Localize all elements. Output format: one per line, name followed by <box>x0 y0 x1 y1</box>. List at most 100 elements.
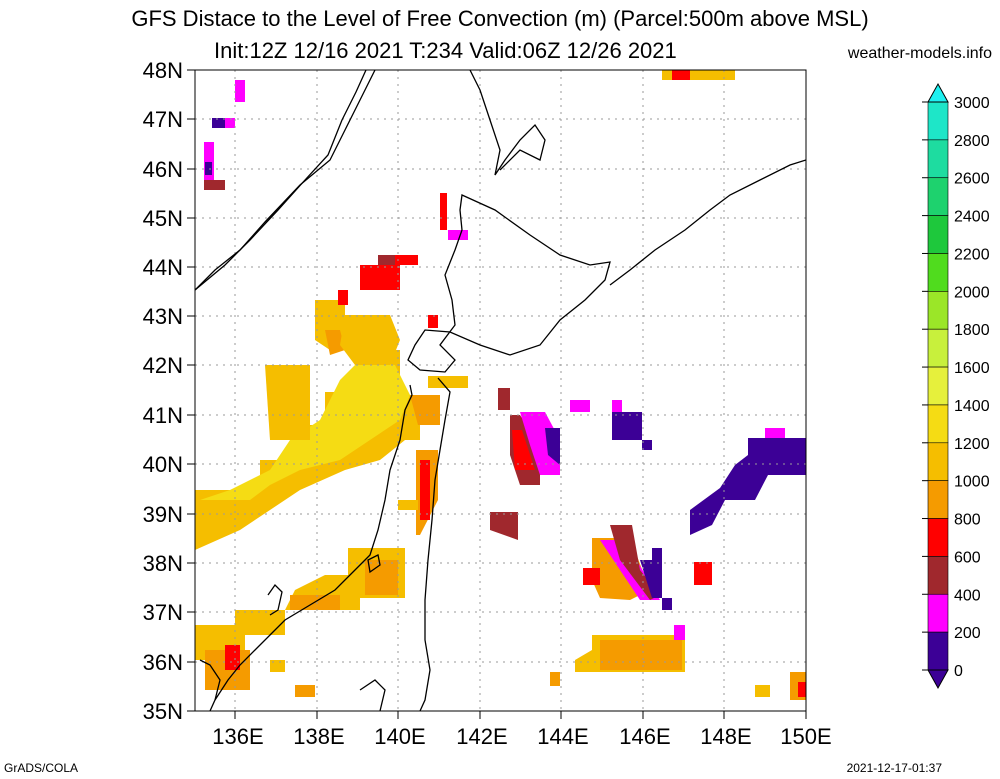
colorbar-label: 1800 <box>954 322 990 339</box>
field-layer <box>195 70 806 700</box>
lat-label: 45N <box>143 206 183 231</box>
plot-frame <box>194 69 807 712</box>
field-region <box>410 395 440 425</box>
coastline-hokkaido <box>407 194 611 373</box>
lat-label: 39N <box>143 502 183 527</box>
colorbar-segment <box>927 631 949 671</box>
lon-label: 146E <box>619 724 670 749</box>
field-region <box>672 70 690 80</box>
field-region <box>694 562 712 585</box>
lat-label: 46N <box>143 157 183 182</box>
coastline-noto <box>267 583 283 616</box>
field-region <box>662 598 672 610</box>
colorbar-segment <box>927 139 949 179</box>
colorbar-bottom-arrow <box>927 669 949 690</box>
field-region <box>265 365 310 440</box>
field-region <box>398 500 418 510</box>
lat-label: 43N <box>143 304 183 329</box>
lon-label: 150E <box>780 724 831 749</box>
chart-subtitle: Init:12Z 12/16 2021 T:234 Valid:06Z 12/2… <box>214 38 677 63</box>
coastline-korea <box>199 659 221 701</box>
colorbar-label: 1200 <box>954 436 990 453</box>
coastline-sakhalin <box>469 70 546 176</box>
lat-label: 44N <box>143 255 183 280</box>
field-region <box>612 412 642 440</box>
field-region <box>652 548 662 562</box>
lon-label: 140E <box>374 724 425 749</box>
colorbar-label: 2000 <box>954 284 990 301</box>
colorbar-label: 800 <box>954 512 981 529</box>
grid-lines <box>195 70 806 711</box>
field-region <box>690 438 806 535</box>
site-credit: weather-models.info <box>847 45 992 62</box>
field-region <box>235 80 245 102</box>
lat-label: 41N <box>143 403 183 428</box>
colorbar-segment <box>927 328 949 368</box>
colorbar-label: 2800 <box>954 133 990 150</box>
field-region <box>225 118 235 128</box>
field-region <box>205 162 212 175</box>
colorbar-segment <box>927 404 949 444</box>
lat-label: 40N <box>143 452 183 477</box>
coastline-kurils <box>609 159 806 286</box>
colorbar-label: 200 <box>954 625 981 642</box>
lat-labels: 48N 47N 46N 45N 44N 43N 42N 41N 40N 39N … <box>143 58 183 724</box>
colorbar-label: 3000 <box>954 95 990 112</box>
footer-timestamp: 2021-12-17-01:37 <box>846 761 942 775</box>
field-region <box>612 400 622 412</box>
field-region <box>420 460 430 520</box>
colorbar-segment <box>927 177 949 216</box>
field-region <box>204 180 225 190</box>
field-region <box>235 610 285 635</box>
colorbar-segment <box>927 480 949 519</box>
field-region <box>600 640 682 670</box>
chart-title: GFS Distace to the Level of Free Convect… <box>131 6 869 31</box>
lon-label: 148E <box>700 724 751 749</box>
field-region <box>365 560 398 595</box>
field-region <box>674 625 685 640</box>
field-region <box>395 255 418 265</box>
colorbar-segment <box>927 518 949 557</box>
lat-label: 38N <box>143 551 183 576</box>
colorbar-segment <box>927 442 949 481</box>
lon-label: 136E <box>212 724 263 749</box>
lat-label: 42N <box>143 353 183 378</box>
field-region <box>550 672 560 686</box>
colorbar-label: 400 <box>954 587 981 604</box>
field-region <box>640 560 662 598</box>
colorbar-label: 2600 <box>954 171 990 188</box>
field-region <box>490 512 518 540</box>
colorbar-label: 1000 <box>954 474 990 491</box>
colorbar-segment <box>927 291 949 330</box>
lon-labels: 136E 138E 140E 142E 144E 146E 148E 150E <box>212 724 831 749</box>
field-region <box>295 685 315 697</box>
colorbar-segment <box>927 556 949 595</box>
field-region <box>512 430 535 470</box>
axis-ticks <box>187 69 807 719</box>
field-region <box>498 388 510 410</box>
colorbar-label: 2200 <box>954 246 990 263</box>
field-region <box>428 376 468 388</box>
colorbar-segment <box>927 215 949 254</box>
footer-credit: GrADS/COLA <box>4 761 79 775</box>
field-region <box>765 428 785 438</box>
coastline-sado <box>367 554 381 574</box>
field-region <box>360 265 400 290</box>
field-region <box>545 428 560 465</box>
field-region <box>338 290 348 305</box>
field-region <box>270 660 285 672</box>
field-region <box>448 230 468 240</box>
field-region <box>440 193 447 230</box>
field-region <box>642 440 652 450</box>
colorbar-segment <box>927 101 949 141</box>
coastline-primorye <box>195 70 367 291</box>
field-region <box>570 400 590 412</box>
colorbar-label: 1600 <box>954 360 990 377</box>
lon-label: 142E <box>456 724 507 749</box>
colorbar-label: 0 <box>954 663 963 680</box>
field-region <box>428 315 438 328</box>
field-region <box>340 315 400 365</box>
colorbar: 0 200 400 600 800 1000 1200 1400 1600 1800 2000 220… <box>922 82 990 690</box>
field-region <box>212 118 225 128</box>
